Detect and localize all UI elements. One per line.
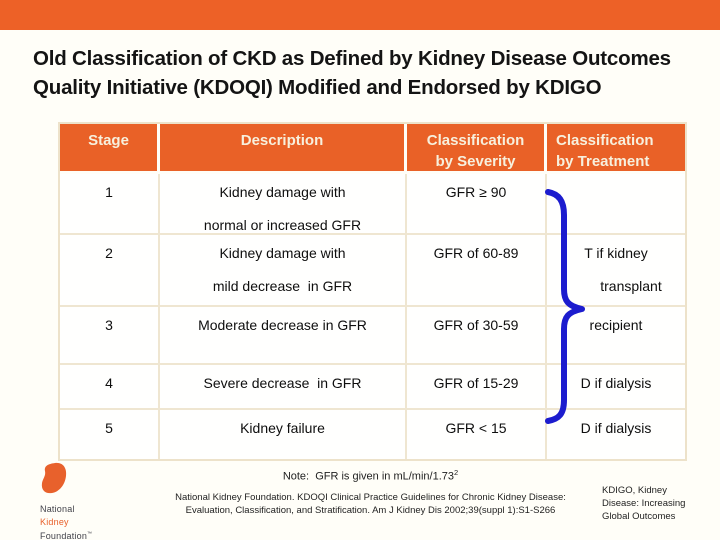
description-line: Moderate decrease in GFR [198, 317, 367, 333]
severity-cell: GFR < 15 [407, 410, 547, 459]
description-cell: Moderate decrease in GFR [160, 307, 407, 365]
description-cell: Kidney damage with normal or increased G… [160, 174, 407, 235]
severity-value: GFR of 60-89 [433, 245, 519, 261]
nkf-logo-text: National Kidney Foundation™ [40, 503, 130, 540]
trademark-icon: ™ [87, 531, 93, 537]
severity-cell: GFR of 15-29 [407, 365, 547, 410]
stage-cell: 3 [60, 307, 160, 365]
header-cell-classification-by-severity: Classification by Severity [407, 124, 547, 174]
gfr-note-superscript: 2 [454, 468, 459, 477]
slide-title: Old Classification of CKD as Defined by … [33, 44, 709, 102]
treatment-line: transplant [600, 278, 662, 294]
treatment-line: D if dialysis [580, 420, 652, 436]
header-label: by Treatment [556, 153, 650, 170]
description-line: mild decrease in GFR [212, 278, 353, 294]
header-cell-description: Description [160, 124, 407, 174]
description-line: Kidney damage with [219, 245, 346, 261]
gfr-note: Note: GFR is given in mL/min/1.732 [58, 468, 683, 483]
header-label: Classification [426, 132, 525, 149]
gfr-note-text: Note: GFR is given in mL/min/1.73 [282, 470, 454, 483]
stage-value: 2 [105, 245, 113, 261]
stage-cell: 1 [60, 174, 160, 235]
kdigo-line: Global Outcomes [602, 511, 676, 522]
treatment-cell [547, 174, 685, 235]
stage-value: 1 [105, 184, 113, 200]
stage-value: 5 [105, 420, 113, 436]
severity-cell: GFR of 60-89 [407, 235, 547, 307]
severity-value: GFR of 15-29 [433, 375, 519, 391]
nkf-logo: National Kidney Foundation™ [40, 462, 130, 540]
stage-cell: 4 [60, 365, 160, 410]
header-cell-stage: Stage [60, 124, 160, 174]
slide-title-line1: Old Classification of CKD as Defined by … [33, 47, 671, 70]
description-line: Kidney damage with [219, 184, 346, 200]
header-label: Stage [88, 132, 129, 149]
severity-value: GFR < 15 [445, 420, 507, 436]
logo-line-national: National [40, 504, 75, 514]
header-label: Classification [556, 132, 654, 149]
treatment-line: T if kidney [584, 245, 648, 261]
kdigo-line: Disease: Increasing [602, 498, 686, 509]
treatment-cell: T if kidney transplant [547, 235, 685, 307]
stage-value: 4 [105, 375, 113, 391]
citation-line: Evaluation, Classification, and Stratifi… [185, 505, 556, 516]
treatment-cell: D if dialysis [547, 410, 685, 459]
treatment-line: D if dialysis [580, 375, 652, 391]
top-accent-bar [0, 0, 720, 30]
header-label: Description [240, 132, 324, 149]
citation-line: National Kidney Foundation. KDOQI Clinic… [175, 492, 566, 503]
description-cell: Kidney failure [160, 410, 407, 459]
logo-foundation-text: Foundation [40, 531, 88, 540]
treatment-line: recipient [589, 317, 643, 333]
logo-line-kidney: Kidney [40, 516, 69, 527]
description-cell: Kidney damage with mild decrease in GFR [160, 235, 407, 307]
description-line: Severe decrease in GFR [203, 375, 362, 391]
citation: National Kidney Foundation. KDOQI Clinic… [58, 491, 683, 517]
logo-line-foundation: Foundation™ [40, 528, 130, 540]
severity-cell: GFR ≥ 90 [407, 174, 547, 235]
ckd-classification-table: Stage Description Classification by Seve… [58, 122, 687, 461]
stage-value: 3 [105, 317, 113, 333]
header-label: by Severity [435, 153, 516, 170]
kdigo-line: KDIGO, Kidney [602, 485, 667, 496]
stage-cell: 5 [60, 410, 160, 459]
severity-cell: GFR of 30-59 [407, 307, 547, 365]
description-line: Kidney failure [240, 420, 325, 436]
description-line: normal or increased GFR [203, 217, 362, 233]
header-cell-classification-by-treatment: Classification by Treatment [547, 124, 685, 174]
severity-value: GFR of 30-59 [433, 317, 519, 333]
treatment-cell: D if dialysis [547, 365, 685, 410]
treatment-cell: recipient [547, 307, 685, 365]
kdigo-abbreviation-note: KDIGO, Kidney Disease: Increasing Global… [602, 484, 712, 523]
slide-title-line2: Quality Initiative (KDOQI) Modified and … [33, 76, 602, 99]
severity-value: GFR ≥ 90 [445, 184, 507, 200]
stage-cell: 2 [60, 235, 160, 307]
description-cell: Severe decrease in GFR [160, 365, 407, 410]
kidney-bean-icon [41, 462, 67, 494]
